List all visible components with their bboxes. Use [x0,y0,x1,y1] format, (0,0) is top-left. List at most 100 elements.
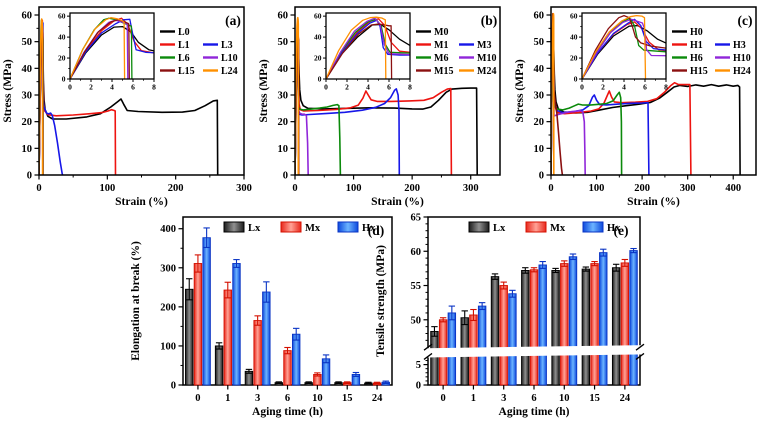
legend-label-Mx: Mx [550,223,566,234]
y-tick-label: 200 [160,302,176,313]
x-axis-label: Strain (%) [115,196,168,208]
legend-item-Lx: Lx [223,221,261,234]
y-tick-label: 0 [283,171,288,182]
legend-label-M24: M24 [477,66,496,77]
legend-label-H15: H15 [690,66,708,77]
inset-series-M24-curve [326,16,387,79]
inset-x-tick-label: 2 [89,83,93,92]
legend-label-M3: M3 [477,40,491,51]
legend-item-L24: L24 [203,66,238,77]
legend-label-L15: L15 [178,66,195,77]
x-tick-label: 300 [463,183,479,194]
bar-Hx-15 [599,252,608,386]
x-tick-label: 6 [531,393,536,404]
legend-item-H6: H6 [672,53,703,64]
bar-Lx-0 [185,288,194,386]
bar-Hx-6 [291,333,301,386]
x-axis-label: Aging time (h) [499,406,570,418]
series-M24-curve [295,16,300,175]
bar-Mx-0 [193,263,203,386]
legend-label-H24: H24 [733,66,751,77]
legend-label-Hx: Hx [362,223,376,234]
x-tick-label: 0 [548,183,553,194]
inset-series-M15-curve [326,23,393,79]
x-tick-label: 0 [441,393,446,404]
panel-e: 0 5 50 55 60 65 0 1 3 6 10 15 24 Aging time (h) Tensil… [373,211,665,421]
inset-x-tick-label: 6 [387,83,391,92]
bar-Lx-15 [581,268,591,386]
legend-item-Mx: Mx [280,221,321,234]
inset-y-tick-label: 20 [58,54,66,63]
legend-label-H0: H0 [690,27,703,38]
legend-label-L24: L24 [221,66,238,77]
inset-y-tick-label: 60 [58,12,66,21]
inset-x-tick-label: 0 [324,83,328,92]
legend-item-L15: L15 [160,66,195,77]
bar-Mx-1 [223,289,232,386]
inset-y-tick-label: 40 [58,33,66,42]
x-tick-label: 6 [285,393,290,404]
y-axis-label: Tensile strength (MPa) [375,245,387,357]
inset-x-tick-label: 4 [622,83,626,92]
bar-Mx-3 [499,285,508,386]
y-tick-label: 30 [22,91,33,102]
y-tick-label: 5 [416,360,421,371]
legend-swatch-Mx [280,221,302,233]
legend-label-M10: M10 [477,53,496,64]
x-axis-label: Strain (%) [371,196,424,208]
x-tick-label: 100 [346,183,362,194]
y-axis-label: Stress (MPa) [258,59,270,123]
bar-Mx-6 [283,350,292,386]
inset-series-H15-curve [582,14,666,79]
inset-series-M6-curve [326,18,410,79]
bar-Lx-10 [551,270,560,386]
panel-tag: (e) [614,223,629,238]
y-tick-label: 50 [411,315,422,326]
x-tick-label: 1 [471,393,476,404]
inset-x-tick-label: 6 [643,83,647,92]
inset-x-tick-label: 2 [601,83,605,92]
bar-Lx-1 [214,345,224,386]
inset-x-tick-label: 0 [68,83,72,92]
plot-frame [294,6,501,176]
legend-item-L10: L10 [203,53,238,64]
x-tick-label: 24 [372,393,383,404]
x-tick-label: 10 [312,393,323,404]
bar-Mx-3 [253,320,262,386]
x-tick-label: 10 [559,393,570,404]
plot-frame [38,6,245,176]
legend-label-L10: L10 [221,53,238,64]
legend-label-L0: L0 [178,27,190,38]
x-tick-label: 15 [589,393,600,404]
y-tick-label: 30 [278,91,289,102]
inset-y-tick-label: 60 [314,12,322,21]
legend-swatch-Hx [582,221,604,233]
legend-label-H10: H10 [733,53,751,64]
inset-y-tick-label: 20 [314,54,322,63]
legend-item-M3: M3 [459,40,491,51]
bar-Hx-3 [508,293,517,386]
legend-label-Lx: Lx [248,223,261,234]
y-tick-label: 20 [534,117,545,128]
axis-break-band [426,345,642,358]
x-axis-label: Aging time (h) [252,406,323,418]
y-tick-label: 0 [539,171,544,182]
panel-tag: (b) [481,13,498,28]
y-tick-label: 10 [278,144,289,155]
series-L24-curve [39,18,44,175]
y-tick-label: 60 [278,11,289,22]
x-tick-label: 400 [725,183,741,194]
y-tick-label: 20 [22,117,33,128]
y-axis-label: Stress (MPa) [2,59,14,123]
inset-series-H24-curve [582,14,647,79]
inset-series-M1-curve [326,18,410,79]
legend-label-Lx: Lx [493,223,506,234]
panel-d: 0 100 200 300 400 0 1 3 6 10 15 24 Aging time (h) Elo… [128,211,420,421]
legend-item-M0: M0 [416,27,448,38]
bar-Hx-24 [629,250,638,386]
y-tick-label: 0 [27,171,32,182]
y-axis-label: Elongation at break (%) [130,241,142,361]
legend-item-M15: M15 [416,66,453,77]
